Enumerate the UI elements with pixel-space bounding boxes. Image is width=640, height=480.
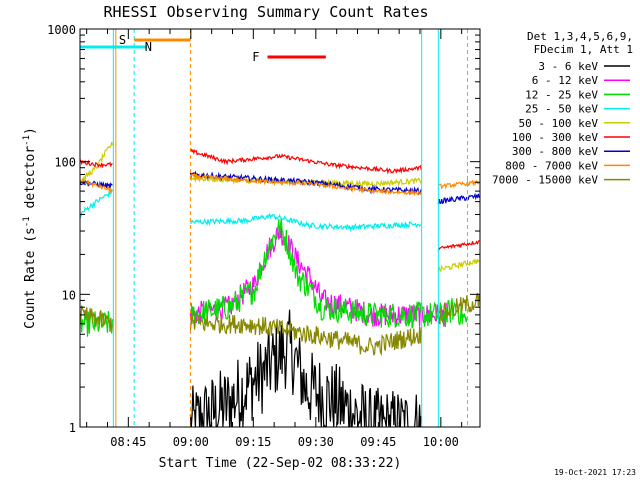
x-tick-label-3: 09:30 [298,435,334,449]
series-line-7 [80,170,480,205]
x-axis-label: Start Time (22-Sep-02 08:33:22) [159,456,402,471]
y-tick-label-0: 1000 [47,23,76,37]
y-tick-label-1: 100 [54,156,76,170]
series-line-6 [80,148,480,251]
legend-header-1: FDecim 1, Att 1 [534,43,633,56]
legend-label-4: 25 - 50 keV [525,103,598,116]
legend-label-2: 6 - 12 keV [532,74,599,87]
x-axis: 08:45 09:00 09:15 09:30 09:45 10:00 [86,29,463,449]
legend-label-1: 3 - 6 keV [538,60,598,73]
legend-label-6: 100 - 300 keV [512,131,598,144]
legend-label-8: 800 - 7000 keV [505,159,598,172]
legend-label-7: 300 - 800 keV [512,145,598,158]
series-line-8 [80,172,480,197]
legend: Det 1,3,4,5,6,9,FDecim 1, Att 1 3 - 6 keV… [492,30,633,187]
flag-label-F: F [252,50,259,64]
footer-date: 19-Oct-2021 17:23 [554,468,636,477]
series-layer [80,141,480,427]
series-line-5 [80,141,480,273]
attenuator-lines [112,29,468,427]
y-tick-label-3: 1 [69,421,76,435]
x-tick-label-4: 09:45 [360,435,396,449]
x-tick-label-1: 09:00 [173,435,209,449]
legend-label-5: 50 - 100 keV [519,117,599,130]
legend-label-9: 7000 - 15000 keV [492,174,598,187]
y-axis: 1000 100 10 1 [47,23,480,435]
flag-label-S: S [119,33,126,47]
series-line-4 [80,187,422,233]
plot-frame [79,28,481,428]
legend-header-0: Det 1,3,4,5,6,9, [527,30,633,43]
series-line-3 [80,218,468,337]
series-line-9 [80,292,480,357]
series-line-1 [189,309,422,427]
x-tick-label-5: 10:00 [423,435,459,449]
x-tick-label-2: 09:15 [235,435,271,449]
flag-label-N: N [145,40,152,54]
x-tick-label-0: 08:45 [110,435,146,449]
legend-label-3: 12 - 25 keV [525,88,598,101]
chart-title: RHESSI Observing Summary Count Rates [103,3,428,21]
y-tick-label-2: 10 [62,288,76,302]
y-axis-label: Count Rate (s-1 detector-1) [22,127,38,329]
flag-bars: S N F [80,33,326,64]
